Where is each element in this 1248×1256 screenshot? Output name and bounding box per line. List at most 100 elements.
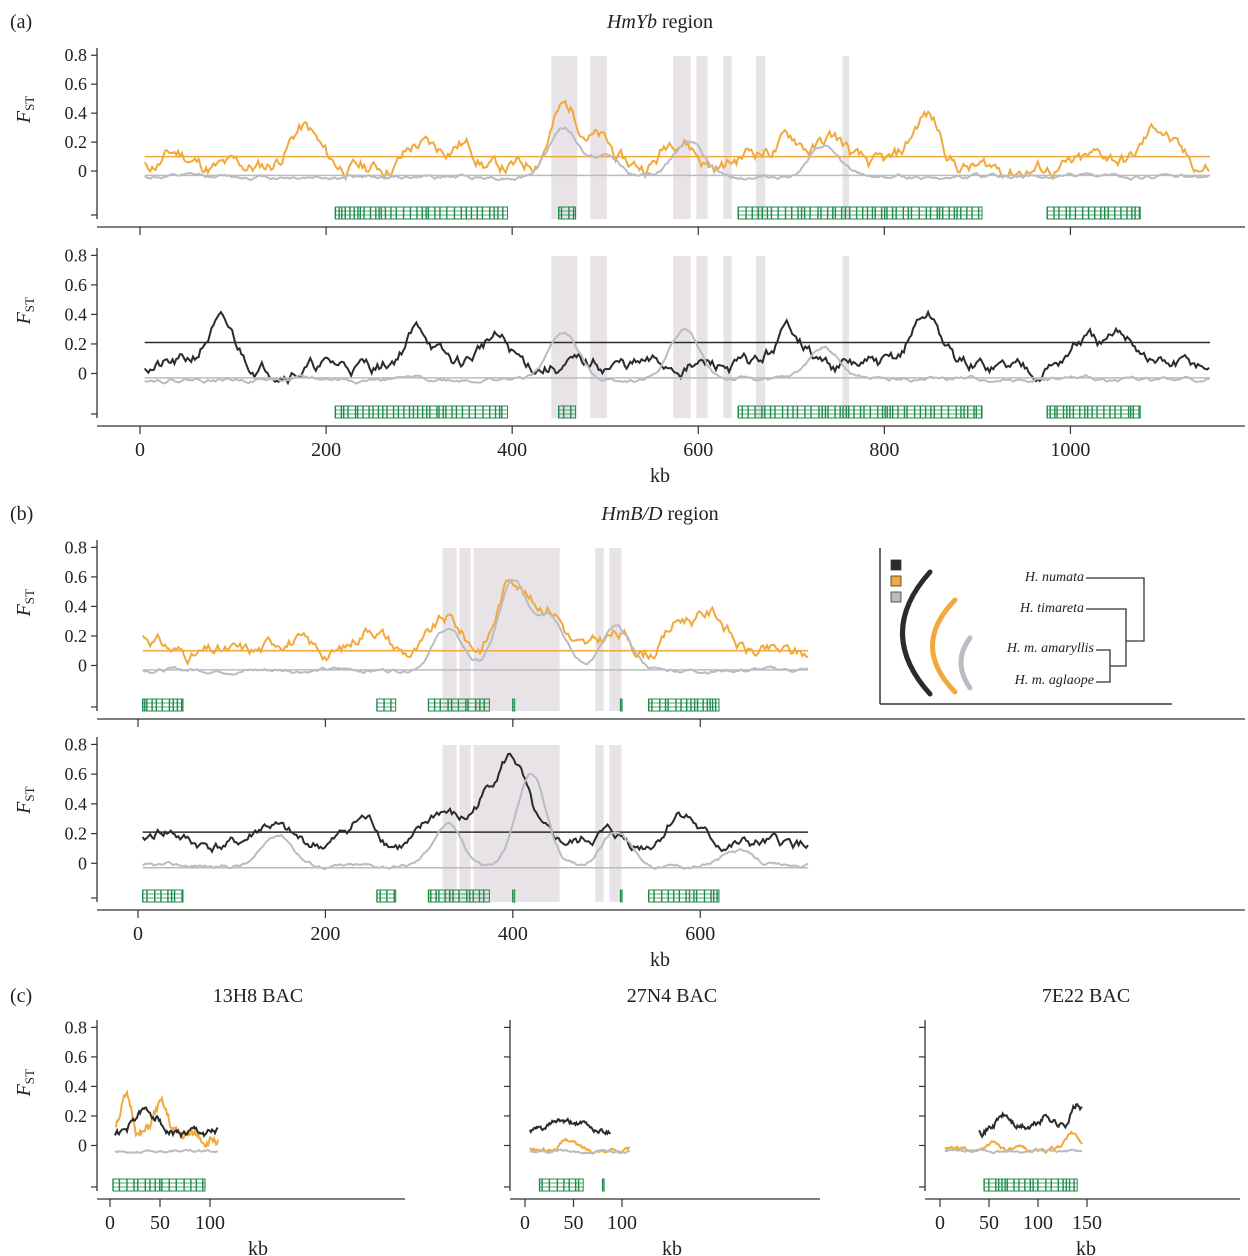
shaded-band xyxy=(842,256,849,418)
x-tick-label: 150 xyxy=(1072,1212,1102,1234)
y-tick-label: 0.4 xyxy=(65,103,88,123)
series-line-grey xyxy=(529,1148,631,1155)
series-line-orange xyxy=(944,1130,1083,1155)
y-tick-label: 0 xyxy=(78,655,87,675)
series-line-grey xyxy=(144,327,1210,385)
legend-arc-orange xyxy=(930,597,958,695)
legend: H. numata H. timareta H. m. amaryllis H.… xyxy=(879,548,1172,705)
shaded-band xyxy=(755,256,766,418)
x-tick-label: 800 xyxy=(869,439,899,461)
gene-block xyxy=(142,889,184,903)
y-tick-label: 0.8 xyxy=(65,537,88,557)
y-tick-label: 0.2 xyxy=(65,1106,88,1126)
x-tick-label: 50 xyxy=(979,1212,999,1234)
y-axis-label: FST xyxy=(13,297,37,325)
y-tick-label: 0.8 xyxy=(65,245,88,265)
y-tick-label: 0 xyxy=(78,853,87,873)
chart-c_27N4: 0 50 100 kb 27N4 BAC xyxy=(504,985,820,1256)
y-tick-label: 0.4 xyxy=(65,1076,88,1096)
panel-letter-a: (a) xyxy=(10,11,32,33)
x-tick-label: 200 xyxy=(311,439,341,461)
panel-letter-c: (c) xyxy=(10,985,32,1007)
y-tick-label: 0.6 xyxy=(65,1047,88,1067)
legend-taxon-numata: H. numata xyxy=(1024,570,1084,585)
chart-c_13H8: 0 0.2 0.4 0.6 0.8 FST 0 50 100 kb 13H8 BAC xyxy=(13,985,405,1256)
y-tick-label: 0.2 xyxy=(65,824,88,844)
legend-taxon-amaryllis: H. m. amaryllis xyxy=(1006,641,1095,656)
shaded-band xyxy=(755,56,766,219)
y-axis-label: FST xyxy=(13,96,37,124)
y-tick-label: 0.4 xyxy=(65,304,88,324)
shaded-band xyxy=(459,745,471,902)
x-tick-label: 0 xyxy=(135,439,145,461)
x-tick-label: 200 xyxy=(310,923,340,945)
gene-block xyxy=(648,889,720,903)
legend-taxon-aglaope: H. m. aglaope xyxy=(1014,673,1094,688)
series-line-black xyxy=(114,1106,219,1140)
y-tick-label: 0.6 xyxy=(65,567,88,587)
x-tick-label: 50 xyxy=(150,1212,170,1234)
shaded-band xyxy=(459,548,471,711)
x-tick-label: 100 xyxy=(1023,1212,1053,1234)
legend-swatch-black xyxy=(890,559,902,571)
x-axis-label: kb xyxy=(1076,1238,1096,1256)
shaded-band xyxy=(696,56,708,219)
y-axis-label: FST xyxy=(13,589,37,617)
y-tick-label: 0.8 xyxy=(65,45,88,65)
chart-b_bottom: 0 0.2 0.4 0.6 0.8 FST 0 200 400 600 kb xyxy=(13,734,1245,971)
series-line-black xyxy=(143,309,1210,386)
legend-swatch-grey xyxy=(890,591,902,603)
x-tick-label: 0 xyxy=(105,1212,115,1234)
shaded-band xyxy=(842,56,849,219)
gene-block xyxy=(737,206,983,220)
shaded-band xyxy=(673,56,691,219)
series-line-orange xyxy=(143,99,1210,182)
shaded-band xyxy=(595,548,604,711)
x-tick-label: 0 xyxy=(133,923,143,945)
shaded-band xyxy=(609,745,622,902)
y-tick-label: 0.6 xyxy=(65,764,88,784)
y-tick-label: 0.8 xyxy=(65,1017,88,1037)
y-axis-label: FST xyxy=(13,786,37,814)
legend-arc-black xyxy=(900,569,933,697)
gene-block xyxy=(376,698,397,712)
chart-a_bottom: 0 0.2 0.4 0.6 0.8 FST 0 200 400 600 800 1000 kb xyxy=(13,245,1245,487)
x-tick-label: 100 xyxy=(195,1212,225,1234)
y-tick-label: 0.6 xyxy=(65,74,88,94)
legend-swatch-orange xyxy=(890,575,902,587)
x-tick-label: 0 xyxy=(935,1212,945,1234)
gene-block xyxy=(539,1178,584,1192)
series-line-grey xyxy=(944,1148,1083,1155)
legend-arc-grey xyxy=(958,635,973,691)
y-tick-label: 0.4 xyxy=(65,794,88,814)
chart-b_top: 0 0.2 0.4 0.6 0.8 FST xyxy=(13,537,1245,727)
shaded-band xyxy=(696,256,708,418)
x-tick-label: 100 xyxy=(607,1212,637,1234)
subplot-title: 27N4 BAC xyxy=(627,985,718,1007)
shaded-band xyxy=(723,256,732,418)
y-tick-label: 0 xyxy=(78,1135,87,1155)
shaded-band xyxy=(723,56,732,219)
series-line-black xyxy=(978,1103,1083,1139)
series-line-grey xyxy=(114,1148,219,1155)
gene-block xyxy=(1046,405,1141,419)
legend-tree xyxy=(1086,577,1145,683)
x-tick-label: 400 xyxy=(497,439,527,461)
chart-a_top: 0 0.2 0.4 0.6 0.8 FST xyxy=(13,45,1245,235)
y-tick-label: 0 xyxy=(78,363,87,383)
x-axis-label: kb xyxy=(650,465,670,487)
subplot-title: 7E22 BAC xyxy=(1042,985,1130,1007)
shaded-band xyxy=(551,256,578,418)
y-tick-label: 0.8 xyxy=(65,734,88,754)
y-tick-label: 0.4 xyxy=(65,596,88,616)
panel-letter-b: (b) xyxy=(10,503,33,525)
x-tick-label: 600 xyxy=(683,439,713,461)
shaded-band xyxy=(590,256,608,418)
x-axis-label: kb xyxy=(662,1238,682,1256)
legend-taxon-timareta: H. timareta xyxy=(1019,601,1084,616)
subplot-title: 13H8 BAC xyxy=(213,985,304,1007)
y-tick-label: 0 xyxy=(78,161,87,181)
y-tick-label: 0.2 xyxy=(65,626,88,646)
x-tick-label: 1000 xyxy=(1050,439,1090,461)
